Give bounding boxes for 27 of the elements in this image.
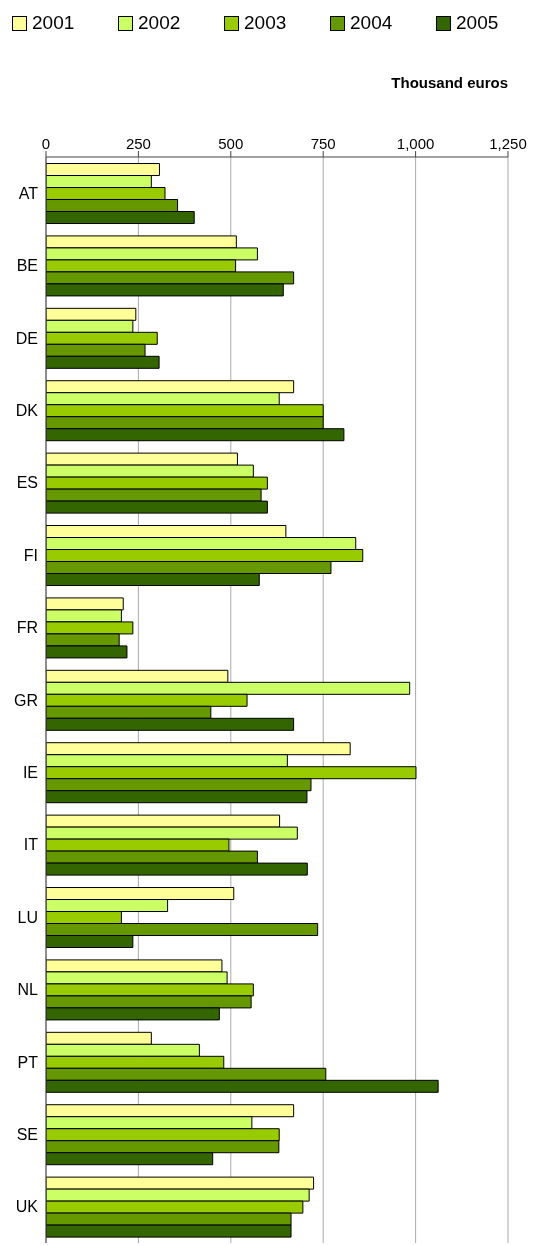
x-tick-label: 250	[125, 135, 151, 152]
y-tick-label: SE	[16, 1126, 38, 1144]
x-tick-label: 500	[218, 135, 244, 152]
legend-label: 2004	[350, 12, 393, 34]
x-axis-title: Thousand euros	[391, 74, 508, 91]
y-tick-label: DK	[15, 402, 39, 420]
x-tick-label: 1,250	[489, 135, 527, 152]
y-tick-label: IT	[23, 836, 39, 854]
y-tick-label: ES	[16, 474, 38, 492]
y-tick-label: LU	[17, 908, 38, 926]
y-tick-label: GR	[14, 691, 38, 709]
y-tick-label: DE	[15, 329, 38, 347]
x-tick-label: 750	[310, 135, 336, 152]
y-tick-label: UK	[15, 1198, 39, 1216]
y-tick-label: FI	[23, 546, 38, 564]
y-tick-label: BE	[16, 257, 38, 275]
y-tick-label: AT	[18, 184, 39, 202]
legend-label: 2003	[244, 12, 287, 34]
x-tick-label: 0	[41, 135, 51, 152]
legend-label: 2001	[32, 12, 75, 34]
legend-label: 2002	[138, 12, 181, 34]
y-tick-label: FR	[16, 619, 38, 637]
x-tick-label: 1,000	[396, 135, 435, 152]
y-tick-label: IE	[22, 764, 38, 782]
legend-label: 2005	[456, 12, 499, 34]
y-tick-label: PT	[17, 1053, 39, 1071]
y-tick-label: NL	[17, 981, 39, 999]
